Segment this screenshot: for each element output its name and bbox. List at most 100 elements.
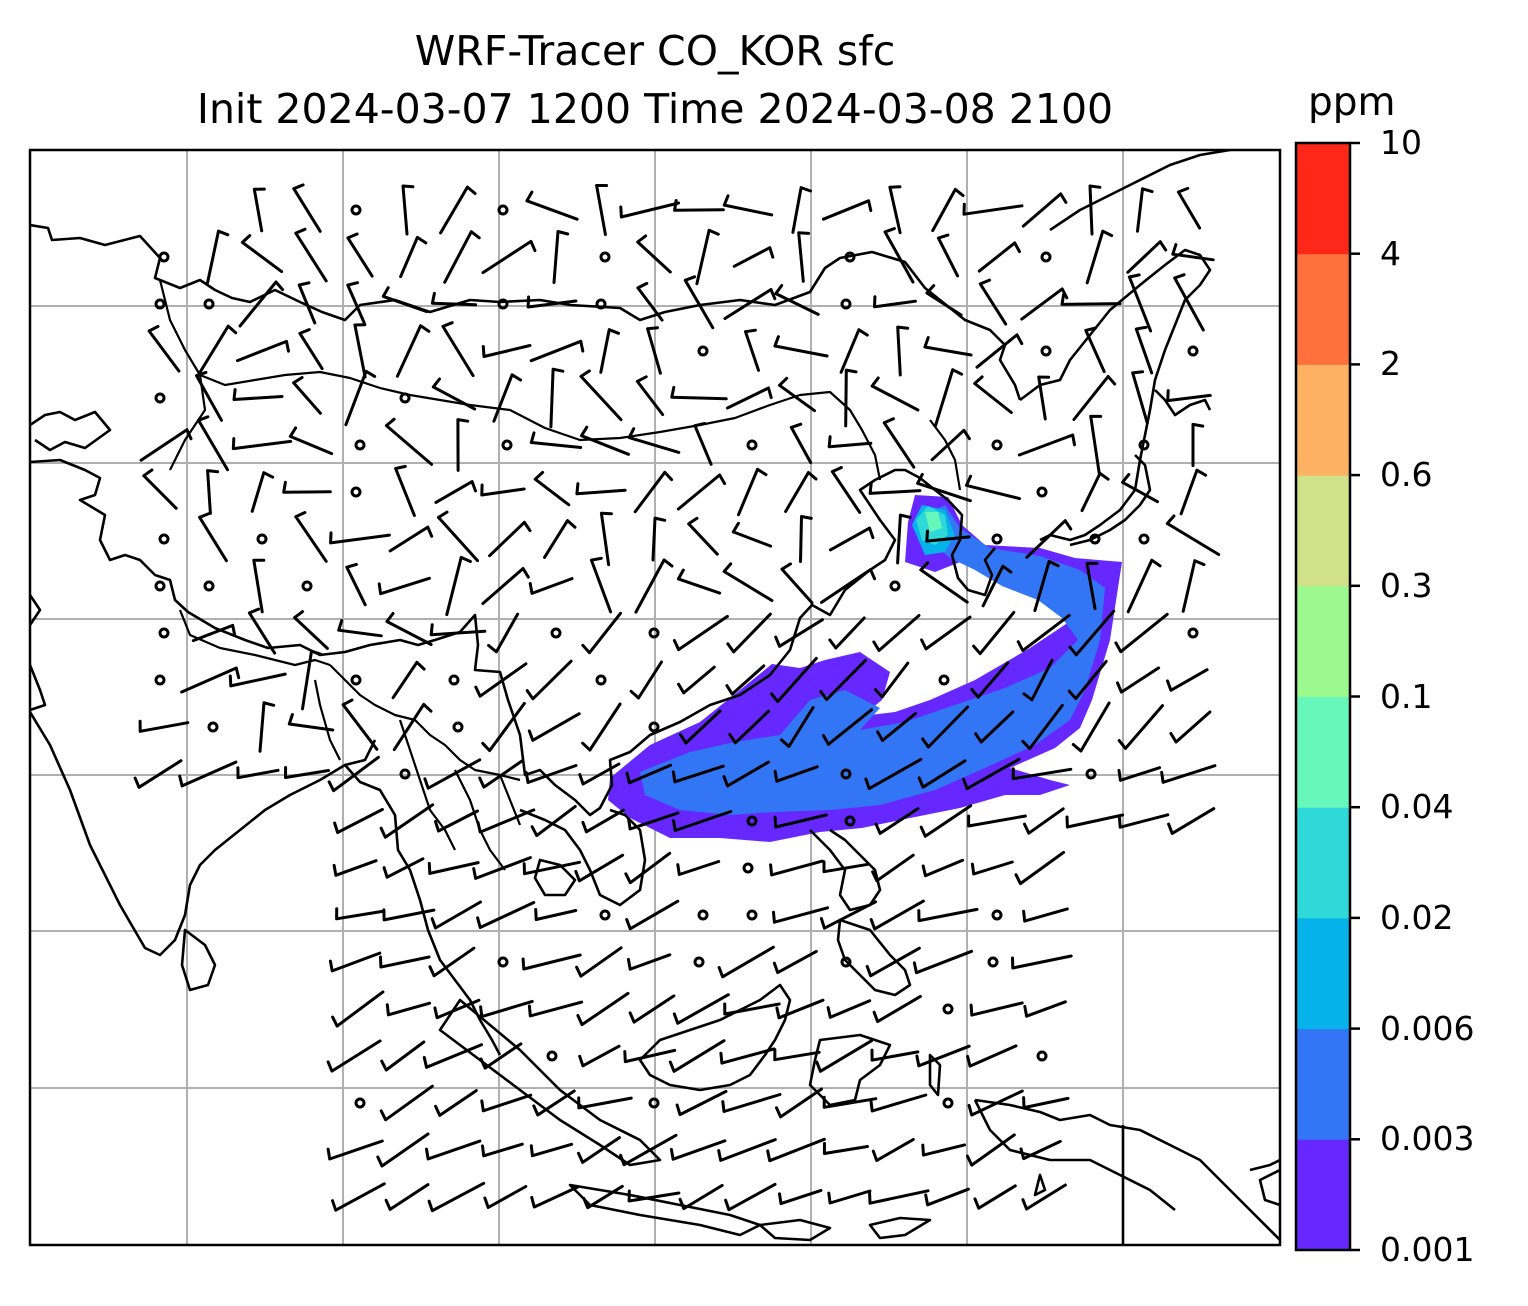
wind-barb — [683, 275, 715, 330]
wind-barb — [346, 281, 366, 325]
wind-barb — [1022, 907, 1069, 923]
wind-barb — [871, 1138, 915, 1162]
wind-barb — [252, 187, 266, 233]
wind-barb — [975, 333, 1024, 369]
wind-barb — [430, 900, 482, 930]
wind-barb — [925, 284, 963, 317]
wind-barb — [431, 377, 477, 411]
wind-barb — [392, 702, 433, 752]
wind-barb — [474, 662, 528, 698]
wind-barb — [865, 946, 921, 978]
wind-barb — [719, 1047, 776, 1065]
wind-barb — [931, 187, 965, 233]
wind-barb — [575, 946, 623, 978]
wind-barb — [966, 1044, 1018, 1068]
wind-barb — [1084, 326, 1106, 374]
wind-barb — [636, 234, 672, 274]
wind-barb — [480, 1093, 533, 1113]
calm-wind-circle — [154, 392, 166, 404]
wind-barb — [206, 469, 220, 515]
wind-barb — [869, 899, 925, 931]
wind-barb — [1071, 701, 1111, 753]
wind-barb — [717, 945, 775, 979]
wind-barb — [722, 194, 774, 217]
wind-barb — [191, 623, 237, 643]
colorbar-swatch — [1296, 1028, 1350, 1140]
wind-barb — [677, 665, 716, 695]
wind-barb — [923, 336, 973, 357]
wind-barb — [479, 999, 534, 1019]
wind-barb — [775, 998, 825, 1020]
wind-barb — [384, 1183, 430, 1211]
wind-barb — [379, 803, 435, 839]
wind-barb — [195, 370, 223, 422]
wind-barb — [341, 698, 379, 751]
wind-barb — [284, 766, 330, 779]
wind-barb — [294, 511, 328, 563]
calm-wind-circle — [648, 1097, 660, 1109]
wind-barb — [326, 1139, 384, 1161]
wind-barb — [896, 513, 912, 565]
wind-barb — [1014, 850, 1066, 886]
wind-barb — [1126, 558, 1162, 614]
calm-wind-circle — [546, 1050, 558, 1062]
calm-wind-markers — [154, 204, 1199, 1109]
wind-barb — [434, 480, 477, 504]
wind-barb — [1116, 666, 1161, 694]
wind-barb — [678, 1183, 724, 1211]
wind-barb — [250, 471, 275, 513]
wind-barb — [925, 529, 971, 543]
wind-barb — [896, 325, 910, 377]
wind-barb — [672, 810, 733, 832]
wind-barb — [668, 1039, 726, 1073]
wind-barb — [228, 672, 287, 688]
calm-wind-circle — [942, 1003, 954, 1015]
wind-barb — [521, 953, 582, 971]
wind-barb — [196, 324, 238, 378]
wind-barb — [1072, 375, 1117, 421]
wind-barb — [627, 1189, 681, 1203]
colorbar-tick-label: 0.006 — [1380, 1008, 1475, 1048]
wind-barb — [728, 709, 771, 745]
wind-barb — [381, 286, 429, 314]
wind-barb — [529, 431, 583, 449]
wind-barb — [380, 1040, 426, 1072]
wind-barb — [676, 568, 722, 595]
wind-barb — [1165, 514, 1221, 556]
wind-barb — [331, 1182, 386, 1212]
wind-barb — [578, 762, 621, 786]
wind-barb — [1166, 668, 1209, 692]
wind-barb — [1033, 559, 1060, 613]
coastlines — [30, 150, 1280, 1245]
wind-barb — [328, 951, 382, 973]
wind-barb — [619, 201, 681, 219]
wind-barb — [651, 516, 667, 562]
calm-wind-circle — [399, 768, 411, 780]
wind-barb — [774, 284, 820, 316]
wind-barb — [916, 472, 972, 503]
calm-wind-circle — [742, 862, 754, 874]
calm-wind-circle — [648, 721, 660, 733]
calm-wind-circle — [595, 298, 607, 310]
wind-barb — [978, 278, 1008, 326]
colorbar-swatch — [1296, 143, 1350, 255]
wind-barb — [1021, 1183, 1067, 1211]
wind-barb — [830, 466, 862, 514]
wind-barb — [646, 326, 662, 375]
wind-barb — [385, 1001, 432, 1017]
wind-barb — [180, 666, 241, 694]
wind-barb — [1037, 375, 1051, 421]
wind-barb — [870, 376, 920, 412]
calm-wind-circle — [844, 815, 856, 827]
wind-barb — [1114, 612, 1169, 654]
colorbar-tick-label: 0.003 — [1380, 1119, 1475, 1159]
wind-barb — [1117, 766, 1162, 782]
wind-barb — [1088, 184, 1102, 236]
wind-barb — [912, 949, 974, 975]
wind-barb — [1025, 519, 1073, 559]
wind-barb — [627, 427, 681, 454]
wind-barb — [430, 291, 478, 307]
wind-barb — [725, 664, 766, 696]
wind-barb — [924, 1187, 970, 1207]
wind-barb — [258, 701, 276, 753]
